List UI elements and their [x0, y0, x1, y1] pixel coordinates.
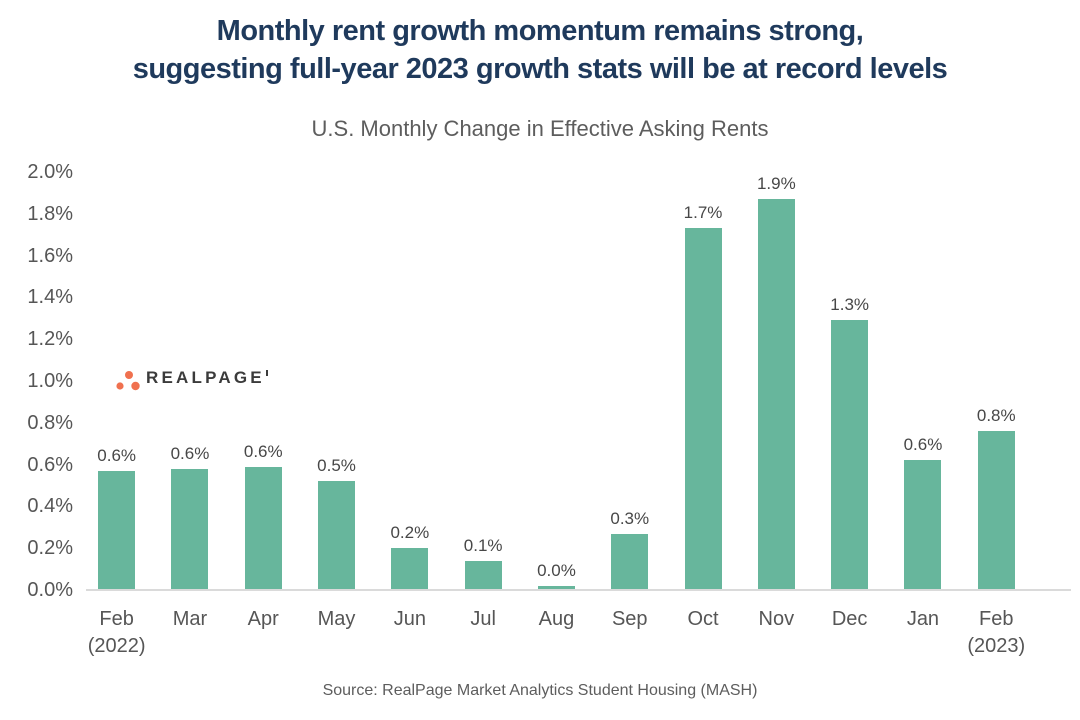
bar — [757, 199, 795, 590]
x-tick-label: Jul — [470, 608, 496, 630]
bar-value-label: 1.7% — [683, 203, 723, 223]
x-tick-label: Apr — [247, 608, 279, 630]
bar — [391, 548, 429, 590]
x-tick-label: Nov — [758, 608, 795, 630]
bar-group-aug: 0.0% — [520, 172, 593, 590]
y-tick-label: 1.6% — [27, 244, 73, 267]
bar — [831, 320, 869, 590]
bar-group-oct: 1.7% — [666, 172, 739, 590]
y-tick-label: 1.0% — [27, 370, 73, 392]
bar — [244, 466, 282, 590]
x-tick-label: Oct — [687, 608, 719, 630]
realpage-dots-icon — [116, 370, 140, 390]
y-tick-label: 0.6% — [27, 453, 73, 476]
bar-group-jun: 0.2% — [373, 172, 446, 590]
bar-value-label: 0.5% — [317, 456, 356, 476]
bar-group-jan: 0.6% — [886, 172, 959, 590]
bar-value-label: 0.2% — [390, 523, 430, 543]
y-tick-label: 1.8% — [27, 202, 73, 225]
bar — [977, 431, 1015, 590]
bar-value-label: 0.0% — [537, 560, 576, 580]
x-axis: Feb (2022) Mar Apr May Jun Jul Aug Sep Oct Nov Dec J… — [80, 606, 1033, 666]
page-title-line1: Monthly rent growth momentum remains str… — [216, 15, 864, 47]
bar — [171, 468, 209, 590]
chart-subtitle: U.S. Monthly Change in Effective Asking … — [311, 116, 769, 141]
bar-group-apr: 0.6% — [227, 172, 300, 590]
bar-value-label: 0.6% — [903, 435, 943, 455]
x-tick-label: Jan — [906, 608, 940, 630]
bar — [537, 585, 575, 590]
x-axis-baseline — [86, 589, 1071, 591]
bar-group-feb: 0.8% — [960, 172, 1033, 590]
trademark-mark — [265, 370, 268, 376]
bar-value-label: 0.8% — [976, 406, 1016, 426]
source-note: Source: RealPage Market Analytics Studen… — [322, 682, 758, 699]
y-tick-label: 0.2% — [27, 537, 73, 560]
bar — [318, 481, 356, 590]
bar-group-jul: 0.1% — [447, 172, 520, 590]
page-title-line2: suggesting full-year 2023 growth stats w… — [132, 53, 948, 85]
plot-area: 0.6% 0.6% 0.6% 0.5% 0.2% 0.1% 0.0% 0.3% 1.7% 1.9%… — [80, 172, 1033, 590]
bar-group-sep: 0.3% — [593, 172, 666, 590]
bar-value-label: 0.6% — [170, 443, 210, 463]
y-axis: 2.0% 1.8% 1.6% 1.4% 1.2% 1.0% 0.8% 0.6% 0.4% 0.2%… — [0, 161, 73, 601]
bar-group-mar: 0.6% — [153, 172, 226, 590]
bar — [464, 560, 502, 590]
bar-value-label: 1.3% — [830, 295, 870, 315]
bar-value-label: 0.6% — [243, 441, 283, 461]
x-tick-label: Feb (2023) — [967, 608, 1026, 657]
bar-value-label: 1.9% — [756, 174, 796, 194]
realpage-logo: REALPAGE — [112, 364, 268, 392]
x-tick-label: Mar — [172, 608, 208, 630]
y-tick-label: 0.8% — [27, 411, 73, 434]
y-tick-label: 2.0% — [27, 161, 73, 183]
bar-group-feb: 0.6% — [80, 172, 153, 590]
y-tick-label: 1.4% — [27, 286, 73, 309]
x-tick-label: Aug — [538, 608, 575, 630]
bar-value-label: 0.1% — [463, 535, 503, 555]
y-tick-label: 0.0% — [27, 579, 73, 601]
bar-group-may: 0.5% — [300, 172, 373, 590]
page-title: Monthly rent growth momentum remains str… — [0, 12, 1080, 88]
y-tick-label: 0.4% — [27, 495, 73, 518]
bar — [98, 470, 136, 590]
bar-group-nov: 1.9% — [740, 172, 813, 590]
x-tick-label: May — [317, 608, 356, 630]
x-tick-label: Feb (2022) — [87, 608, 146, 657]
bar-group-dec: 1.3% — [813, 172, 886, 590]
x-tick-label: Jun — [393, 608, 426, 630]
bar-value-label: 0.3% — [610, 508, 650, 528]
bar — [611, 533, 649, 590]
bar — [904, 460, 942, 590]
bar-value-label: 0.6% — [97, 445, 137, 465]
x-tick-label: Sep — [611, 608, 648, 630]
x-tick-label: Dec — [831, 608, 868, 630]
realpage-logo-text: REALPAGE — [146, 368, 265, 387]
y-tick-label: 1.2% — [27, 328, 73, 351]
bar — [684, 228, 722, 590]
